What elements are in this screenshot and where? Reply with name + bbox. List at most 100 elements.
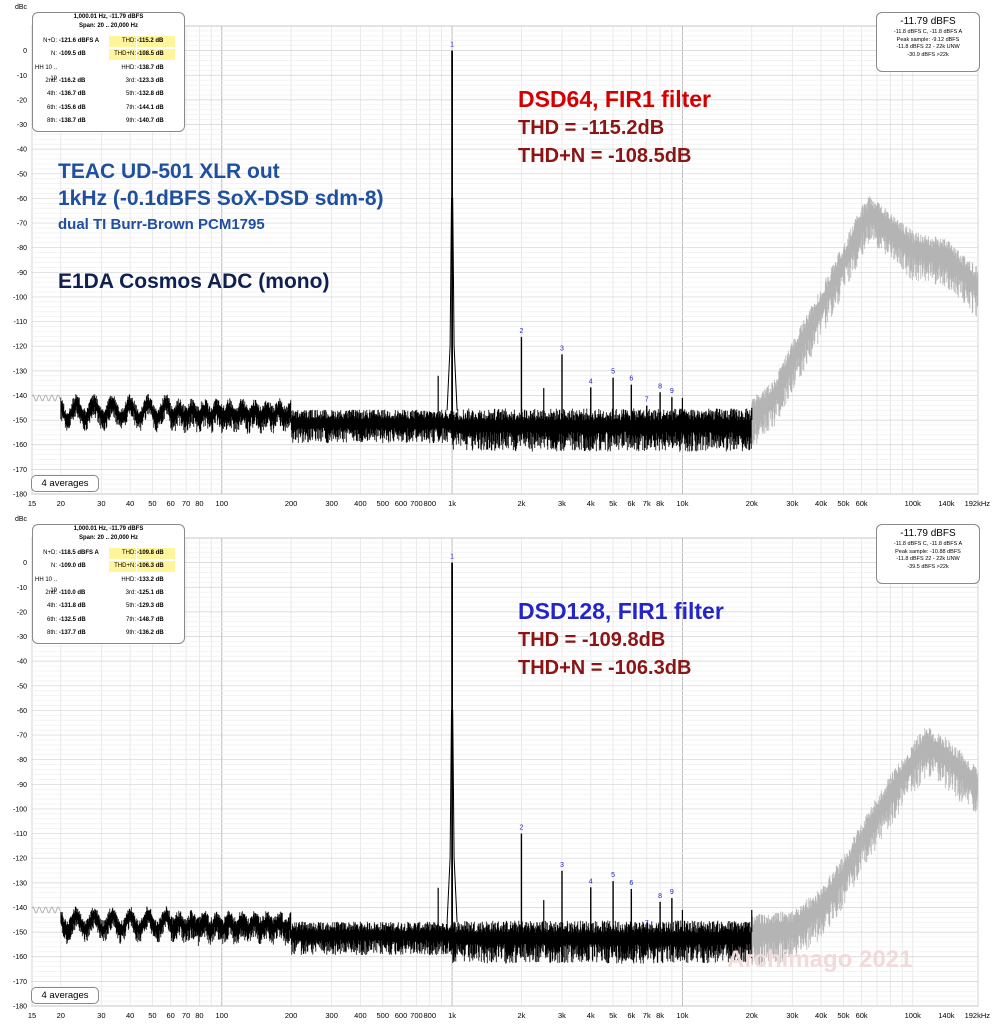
harmonic-label: 5	[611, 369, 615, 376]
x-tick-label: 7k	[643, 1011, 651, 1020]
x-tick-label: 30	[97, 499, 105, 508]
spectrum-plot-dsd128: 0 -10 -20 -30 -40 -50 -60 -70 -80 -90 -100 -110 -120…	[13, 516, 990, 1020]
y-tick-label: -180	[13, 1004, 27, 1011]
stats-value: -135.6 dB	[59, 104, 86, 111]
stats-value: -123.3 dB	[137, 77, 164, 84]
y-tick-label: -170	[13, 979, 27, 986]
grid	[31, 537, 979, 1007]
x-tick-label: 2k	[517, 1011, 525, 1020]
y-tick-label: -160	[13, 442, 27, 449]
x-tick-label: 20k	[746, 499, 758, 508]
y-tick-label: 0	[23, 560, 27, 567]
y-tick-label: -10	[17, 585, 27, 592]
stats-label: 2nd:	[45, 589, 57, 596]
ultrasonic-noise-trace	[751, 196, 979, 445]
x-tick-label: 15	[28, 499, 36, 508]
harmonic-label: 8	[658, 383, 662, 390]
x-tick-label: 400	[354, 1011, 367, 1020]
harmonic-label: 4	[589, 878, 593, 885]
y-tick-label: -10	[17, 73, 27, 80]
level-detail-1: -11.8 dBFS C, -11.8 dBFS A	[893, 541, 963, 547]
x-tick-label: 20k	[746, 1011, 758, 1020]
stats-label: 8th:	[46, 629, 57, 636]
x-tick-label: 4k	[587, 499, 595, 508]
stats-label: N:	[51, 563, 57, 570]
stats-label: N+D:	[43, 38, 57, 44]
x-tick-label: 40	[126, 499, 134, 508]
y-tick-label: -60	[17, 708, 27, 715]
stats-value: -118.5 dBFS A	[59, 550, 99, 556]
y-tick-label: -150	[13, 418, 27, 425]
y-tick-label: -20	[17, 609, 27, 616]
stats-value: -138.7 dB	[59, 117, 86, 124]
averages-badge: 4 averages	[31, 475, 99, 492]
stats-label: 9th:	[125, 117, 136, 124]
stats-value: -133.2 dB	[137, 576, 164, 583]
stats-value: -137.7 dB	[59, 629, 86, 636]
y-axis-label: dBc	[15, 516, 28, 523]
stats-label: THD:	[109, 548, 136, 559]
y-tick-label: -140	[13, 905, 27, 912]
harmonic-label: 7	[645, 920, 649, 927]
x-tick-label: 1k	[448, 499, 456, 508]
x-tick-label: 100	[216, 499, 229, 508]
thd-result: THD = -109.8dB	[518, 629, 666, 651]
x-tick-label: 20	[57, 1011, 65, 1020]
stats-value: -125.1 dB	[137, 589, 164, 596]
x-tick-label: 600	[395, 499, 408, 508]
x-tick-label: 70	[182, 1011, 190, 1020]
x-tick-label: 140k	[938, 499, 955, 508]
harmonic-label: 1	[450, 554, 454, 561]
stats-value: -108.5 dB	[137, 49, 175, 61]
y-tick-label: -80	[17, 245, 27, 252]
x-tick-label: 6k	[627, 1011, 635, 1020]
x-tick-label: 800	[424, 499, 437, 508]
adc-name: E1DA Cosmos ADC (mono)	[58, 270, 330, 293]
stats-value: -109.5 dB	[59, 51, 86, 58]
stats-label: 4th:	[46, 91, 57, 98]
x-tick-label: 100k	[905, 1011, 922, 1020]
thd-result: THD = -115.2dB	[518, 117, 665, 139]
level-detail-3: -11.8 dBFS 22 - 22k UNW	[896, 556, 960, 562]
x-tick-label: 5k	[609, 1011, 617, 1020]
stats-value: -121.6 dBFS A	[59, 38, 100, 44]
x-tick-label: 8k	[656, 1011, 664, 1020]
stats-span: Span: 20 .. 20,000 Hz	[78, 535, 139, 541]
x-tick-label: 5k	[609, 499, 617, 508]
level-detail-4: -30.9 dBFS >22k	[907, 51, 949, 58]
level-main-readout: -11.79 dBFS	[900, 16, 956, 27]
filter-title: DSD64, FIR1 filter	[518, 86, 711, 112]
y-tick-label: -100	[13, 294, 27, 301]
stats-frequency-level: 1,000.01 Hz, -11.79 dBFS	[73, 526, 144, 532]
x-tick-label: 80	[195, 499, 203, 508]
stats-value: -109.0 dB	[59, 563, 86, 570]
stats-label: HHD:	[121, 64, 136, 71]
stats-value: -109.8 dB	[137, 548, 175, 559]
level-meter-box: -11.79 dBFS -11.8 dBFS C, -11.8 dBFS A P…	[876, 12, 980, 72]
x-tick-label: 100	[216, 1011, 229, 1020]
stats-label: 4th:	[46, 603, 57, 610]
harmonic-label: 2	[519, 825, 523, 832]
stats-value: -136.2 dB	[137, 629, 164, 636]
stats-label: THD+N:	[109, 561, 136, 573]
dac-chip: dual TI Burr-Brown PCM1795	[58, 216, 265, 233]
y-tick-label: -70	[17, 221, 27, 228]
thdn-result: THD+N = -108.5dB	[518, 145, 692, 167]
x-tick-label: 50	[148, 499, 156, 508]
stats-value: -110.0 dB	[59, 589, 86, 596]
stats-label: 7th:	[125, 616, 136, 623]
harmonic-label: 6	[629, 376, 633, 383]
level-detail-1: -11.8 dBFS C, -11.8 dBFS A	[893, 29, 963, 35]
filter-title: DSD128, FIR1 filter	[518, 598, 724, 624]
y-tick-label: -110	[14, 831, 28, 838]
device-name: TEAC UD-501 XLR out	[58, 160, 280, 183]
stats-label: HH 10 .. 19	[34, 64, 57, 82]
stats-label: 6th:	[46, 104, 57, 111]
harmonic-label: 4	[589, 378, 593, 385]
y-tick-label: -30	[17, 634, 27, 641]
harmonic-label: 6	[629, 880, 633, 887]
y-tick-label: -110	[14, 319, 28, 326]
spectrum-panel-dsd64: 0 -10 -20 -30 -40 -50 -60 -70 -80 -90 -100 -110 -120…	[13, 4, 990, 508]
x-tick-label: 400	[354, 499, 367, 508]
stats-label: 6th:	[46, 616, 57, 623]
